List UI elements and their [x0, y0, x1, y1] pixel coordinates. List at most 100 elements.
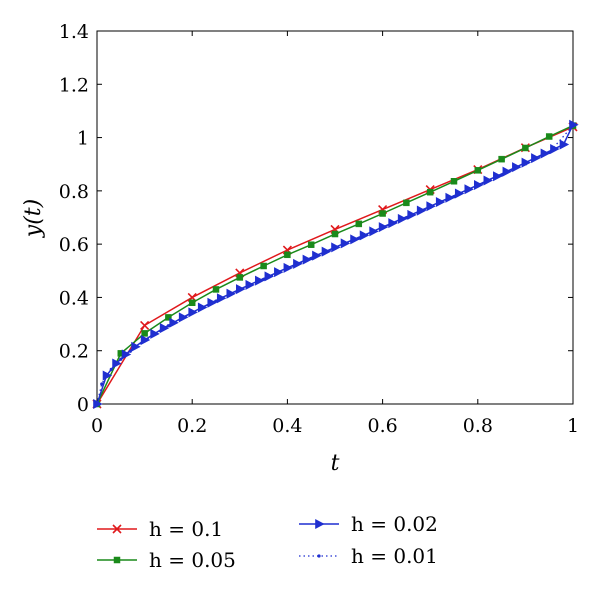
x-tick-label: 0.8 — [463, 415, 493, 437]
data-point — [435, 197, 446, 208]
data-point — [197, 302, 208, 313]
data-point — [141, 330, 148, 337]
data-point — [426, 201, 436, 212]
data-point — [260, 262, 267, 270]
data-point — [464, 184, 474, 195]
data-point — [450, 178, 458, 185]
legend-item: h = 0.05 — [97, 548, 236, 572]
axis-tick-labels: 0 0.2 0.4 0.6 0.8 1 0 0.2 0.4 0.6 0.8 1 1.2 1.4 — [59, 21, 579, 437]
data-point — [169, 317, 179, 328]
data-point — [522, 144, 529, 152]
data-point — [293, 258, 303, 269]
legend-item: h = 0.1 — [97, 517, 223, 541]
data-point — [112, 524, 122, 534]
legend-label: h = 0.1 — [149, 517, 223, 541]
data-point — [140, 320, 150, 330]
x-tick-label: 0.4 — [272, 415, 302, 437]
data-point — [312, 250, 322, 261]
x-tick-label: 1 — [567, 415, 579, 437]
data-point — [159, 323, 170, 334]
data-point — [359, 230, 370, 241]
data-point — [569, 119, 579, 130]
data-point — [140, 335, 151, 346]
data-point — [307, 241, 315, 248]
data-point — [165, 314, 172, 321]
data-point — [100, 382, 104, 386]
data-point — [236, 284, 246, 295]
data-point — [188, 299, 196, 307]
data-point — [502, 166, 513, 177]
data-point — [212, 286, 220, 293]
data-point — [403, 199, 410, 207]
data-point — [454, 188, 465, 199]
data-point — [207, 297, 217, 308]
series-2 — [93, 119, 579, 409]
data-point — [369, 226, 379, 237]
x-tick-label: 0.2 — [177, 415, 207, 437]
data-point — [245, 279, 255, 290]
data-point — [131, 341, 141, 352]
data-point — [531, 153, 541, 164]
data-point — [274, 267, 284, 278]
data-point — [550, 144, 560, 155]
data-point — [512, 162, 522, 173]
data-point — [264, 271, 275, 282]
data-point — [416, 205, 427, 216]
legend: h = 0.1 h = 0.05 h = 0.02 h = 0.01 — [97, 512, 438, 572]
y-tick-label: 1.4 — [59, 21, 89, 43]
data-point — [321, 246, 332, 257]
data-point — [397, 213, 408, 224]
data-point — [498, 155, 505, 163]
data-point — [340, 238, 351, 249]
plot-area — [96, 30, 574, 405]
data-point — [331, 230, 339, 238]
series-layer — [92, 119, 579, 409]
data-point — [317, 554, 321, 558]
legend-item: h = 0.01 — [299, 544, 438, 568]
data-point — [188, 307, 198, 318]
data-point — [379, 210, 386, 217]
data-point — [350, 234, 360, 245]
data-point — [283, 262, 294, 273]
y-tick-label: 0.6 — [59, 234, 89, 256]
data-point — [493, 171, 503, 182]
data-point — [121, 349, 132, 360]
data-point — [150, 328, 160, 339]
data-point — [355, 220, 363, 228]
data-point — [315, 519, 325, 529]
data-point — [407, 209, 417, 220]
y-tick-label: 0.8 — [59, 181, 89, 203]
data-point — [445, 192, 455, 203]
data-point — [216, 293, 227, 304]
y-tick-label: 1 — [77, 128, 89, 150]
x-tick-label: 0.6 — [367, 415, 397, 437]
x-axis-label: t — [331, 451, 340, 476]
data-point — [378, 222, 389, 233]
data-point — [521, 157, 532, 168]
x-tick-label: 0 — [91, 415, 103, 437]
legend-label: h = 0.02 — [351, 512, 438, 536]
data-point — [388, 218, 398, 229]
data-point — [102, 370, 113, 381]
legend-label: h = 0.01 — [351, 544, 438, 568]
y-tick-label: 0 — [77, 394, 89, 416]
y-tick-label: 0.4 — [59, 287, 89, 309]
data-point — [474, 179, 484, 190]
data-point — [545, 133, 553, 140]
data-point — [559, 139, 570, 150]
data-point — [284, 251, 291, 259]
data-point — [426, 188, 434, 196]
data-point — [331, 242, 341, 253]
legend-label: h = 0.05 — [149, 548, 236, 572]
data-point — [112, 358, 122, 369]
data-point — [255, 275, 265, 286]
legend-item: h = 0.02 — [299, 512, 438, 536]
y-tick-label: 1.2 — [59, 74, 89, 96]
data-point — [474, 167, 482, 174]
data-point — [178, 312, 189, 323]
data-point — [226, 288, 236, 299]
data-point — [540, 148, 551, 159]
data-point — [483, 175, 493, 186]
data-point — [236, 274, 244, 281]
